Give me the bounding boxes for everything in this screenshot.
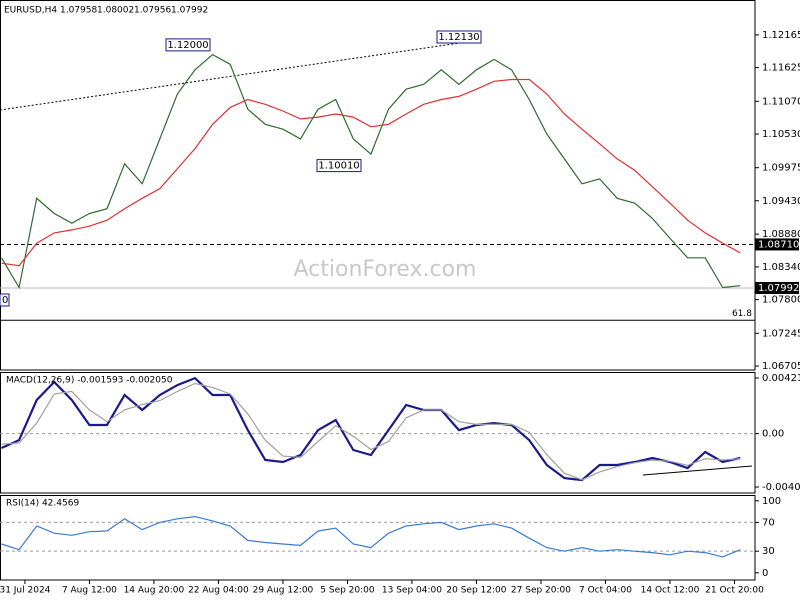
y-tick-label: 0.00 [762, 429, 784, 440]
y-tick-label: 1.10530 [762, 129, 800, 140]
symbol: EURUSD,H4 [4, 6, 57, 16]
y-tick-label: 1.08880 [762, 229, 800, 240]
series-line [1, 515, 741, 558]
x-tick-label: 14 Aug 20:00 [124, 586, 185, 596]
x-tick-label: 7 Oct 04:00 [579, 586, 632, 596]
level-label: 1.08710 [758, 239, 799, 250]
ohlc-value: 1.08002 [97, 6, 134, 16]
x-tick-label: 27 Sep 20:00 [511, 586, 571, 596]
y-tick-label: 1.06705 [762, 361, 800, 372]
y-tick-label: 0 [762, 568, 768, 579]
y-tick-label: 1.11070 [762, 96, 800, 107]
last-price-label: 1.07992 [758, 283, 799, 294]
y-tick-label: 1.07245 [762, 328, 800, 339]
x-tick-label: 14 Oct 12:00 [641, 586, 700, 596]
y-tick-label: 30 [762, 546, 775, 557]
watermark: ActionForex.com [294, 257, 477, 282]
y-tick-label: 1.09430 [762, 196, 800, 207]
annotation-box [436, 30, 482, 44]
y-tick-label: 1.07800 [762, 295, 800, 306]
annotation-label: 1.10010 [318, 161, 359, 172]
annotation-box [316, 159, 362, 173]
y-tick-label: 1.11625 [762, 63, 800, 74]
ohlc-value: 1.07958 [60, 6, 97, 16]
edge-label-box [0, 293, 10, 307]
y-tick-label: 1.08340 [762, 262, 800, 273]
y-tick-label: 100 [762, 496, 781, 507]
series-line [0, 53, 741, 290]
rsi-panel [0, 495, 756, 581]
x-tick-label: 29 Aug 12:00 [253, 586, 314, 596]
annotation-box [165, 38, 211, 52]
level-label-box [755, 238, 799, 251]
price-panel [0, 0, 756, 371]
x-tick-label: 5 Sep 20:00 [320, 586, 375, 596]
y-tick-label: 1.12165 [762, 30, 800, 41]
annotation-label: 1.12130 [438, 32, 479, 43]
edge-label: 0 [2, 295, 8, 306]
macd-trend-line [642, 465, 753, 476]
panel-title: MACD(12,26,9) -0.001593 -0.002050 [6, 376, 173, 386]
macd-panel [0, 372, 756, 494]
series-line [1, 382, 741, 481]
trend-line [0, 39, 481, 111]
x-tick-label: 7 Aug 12:00 [62, 586, 117, 596]
ohlc-value: 1.07956 [134, 6, 171, 16]
header-bg [2, 3, 202, 17]
annotation-label: 1.12000 [167, 40, 208, 51]
x-tick-label: 22 Aug 04:00 [188, 586, 249, 596]
y-tick-label: 1.09975 [762, 163, 800, 174]
last-price-box [755, 281, 799, 294]
y-tick-label: 0.004214 [762, 373, 800, 384]
y-tick-label: -0.004047 [762, 482, 800, 493]
fib-label: 61.8 [732, 309, 752, 319]
x-tick-label: 21 Oct 20:00 [705, 586, 764, 596]
ohlc-value: 1.07992 [171, 6, 208, 16]
x-tick-label: 20 Sep 12:00 [446, 586, 506, 596]
y-tick-label: 70 [762, 517, 775, 528]
series-line [1, 376, 741, 482]
x-tick-label: 31 Jul 2024 [0, 586, 51, 596]
panel-title: RSI(14) 42.4569 [6, 499, 79, 509]
x-tick-label: 13 Sep 04:00 [382, 586, 442, 596]
series-line [1, 78, 741, 267]
